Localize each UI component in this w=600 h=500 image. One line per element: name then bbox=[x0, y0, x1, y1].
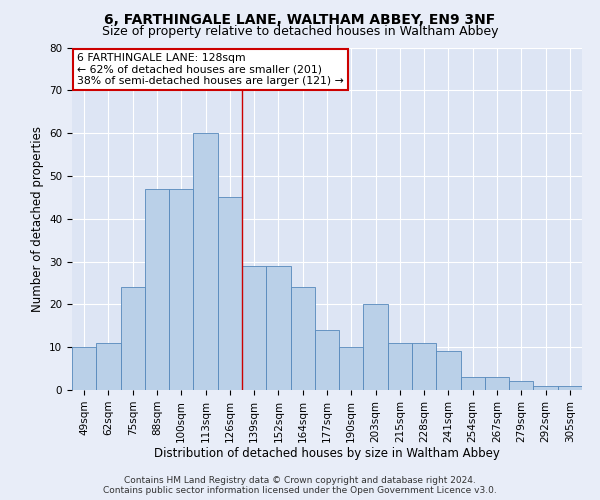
Bar bbox=[509, 382, 533, 390]
Bar bbox=[193, 133, 218, 390]
Bar bbox=[388, 343, 412, 390]
Bar bbox=[72, 347, 96, 390]
Text: 6, FARTHINGALE LANE, WALTHAM ABBEY, EN9 3NF: 6, FARTHINGALE LANE, WALTHAM ABBEY, EN9 … bbox=[104, 12, 496, 26]
Text: 6 FARTHINGALE LANE: 128sqm
← 62% of detached houses are smaller (201)
38% of sem: 6 FARTHINGALE LANE: 128sqm ← 62% of deta… bbox=[77, 52, 344, 86]
Bar bbox=[96, 343, 121, 390]
Bar bbox=[121, 287, 145, 390]
Text: Contains HM Land Registry data © Crown copyright and database right 2024.
Contai: Contains HM Land Registry data © Crown c… bbox=[103, 476, 497, 495]
Bar bbox=[169, 189, 193, 390]
Bar bbox=[485, 377, 509, 390]
Bar bbox=[339, 347, 364, 390]
Bar bbox=[364, 304, 388, 390]
Bar bbox=[266, 266, 290, 390]
Bar bbox=[412, 343, 436, 390]
Y-axis label: Number of detached properties: Number of detached properties bbox=[31, 126, 44, 312]
Bar bbox=[242, 266, 266, 390]
Bar bbox=[218, 198, 242, 390]
Bar bbox=[290, 287, 315, 390]
Text: Size of property relative to detached houses in Waltham Abbey: Size of property relative to detached ho… bbox=[102, 25, 498, 38]
Bar bbox=[558, 386, 582, 390]
Bar bbox=[533, 386, 558, 390]
Bar bbox=[315, 330, 339, 390]
Bar bbox=[145, 189, 169, 390]
Bar bbox=[461, 377, 485, 390]
Bar bbox=[436, 352, 461, 390]
X-axis label: Distribution of detached houses by size in Waltham Abbey: Distribution of detached houses by size … bbox=[154, 448, 500, 460]
